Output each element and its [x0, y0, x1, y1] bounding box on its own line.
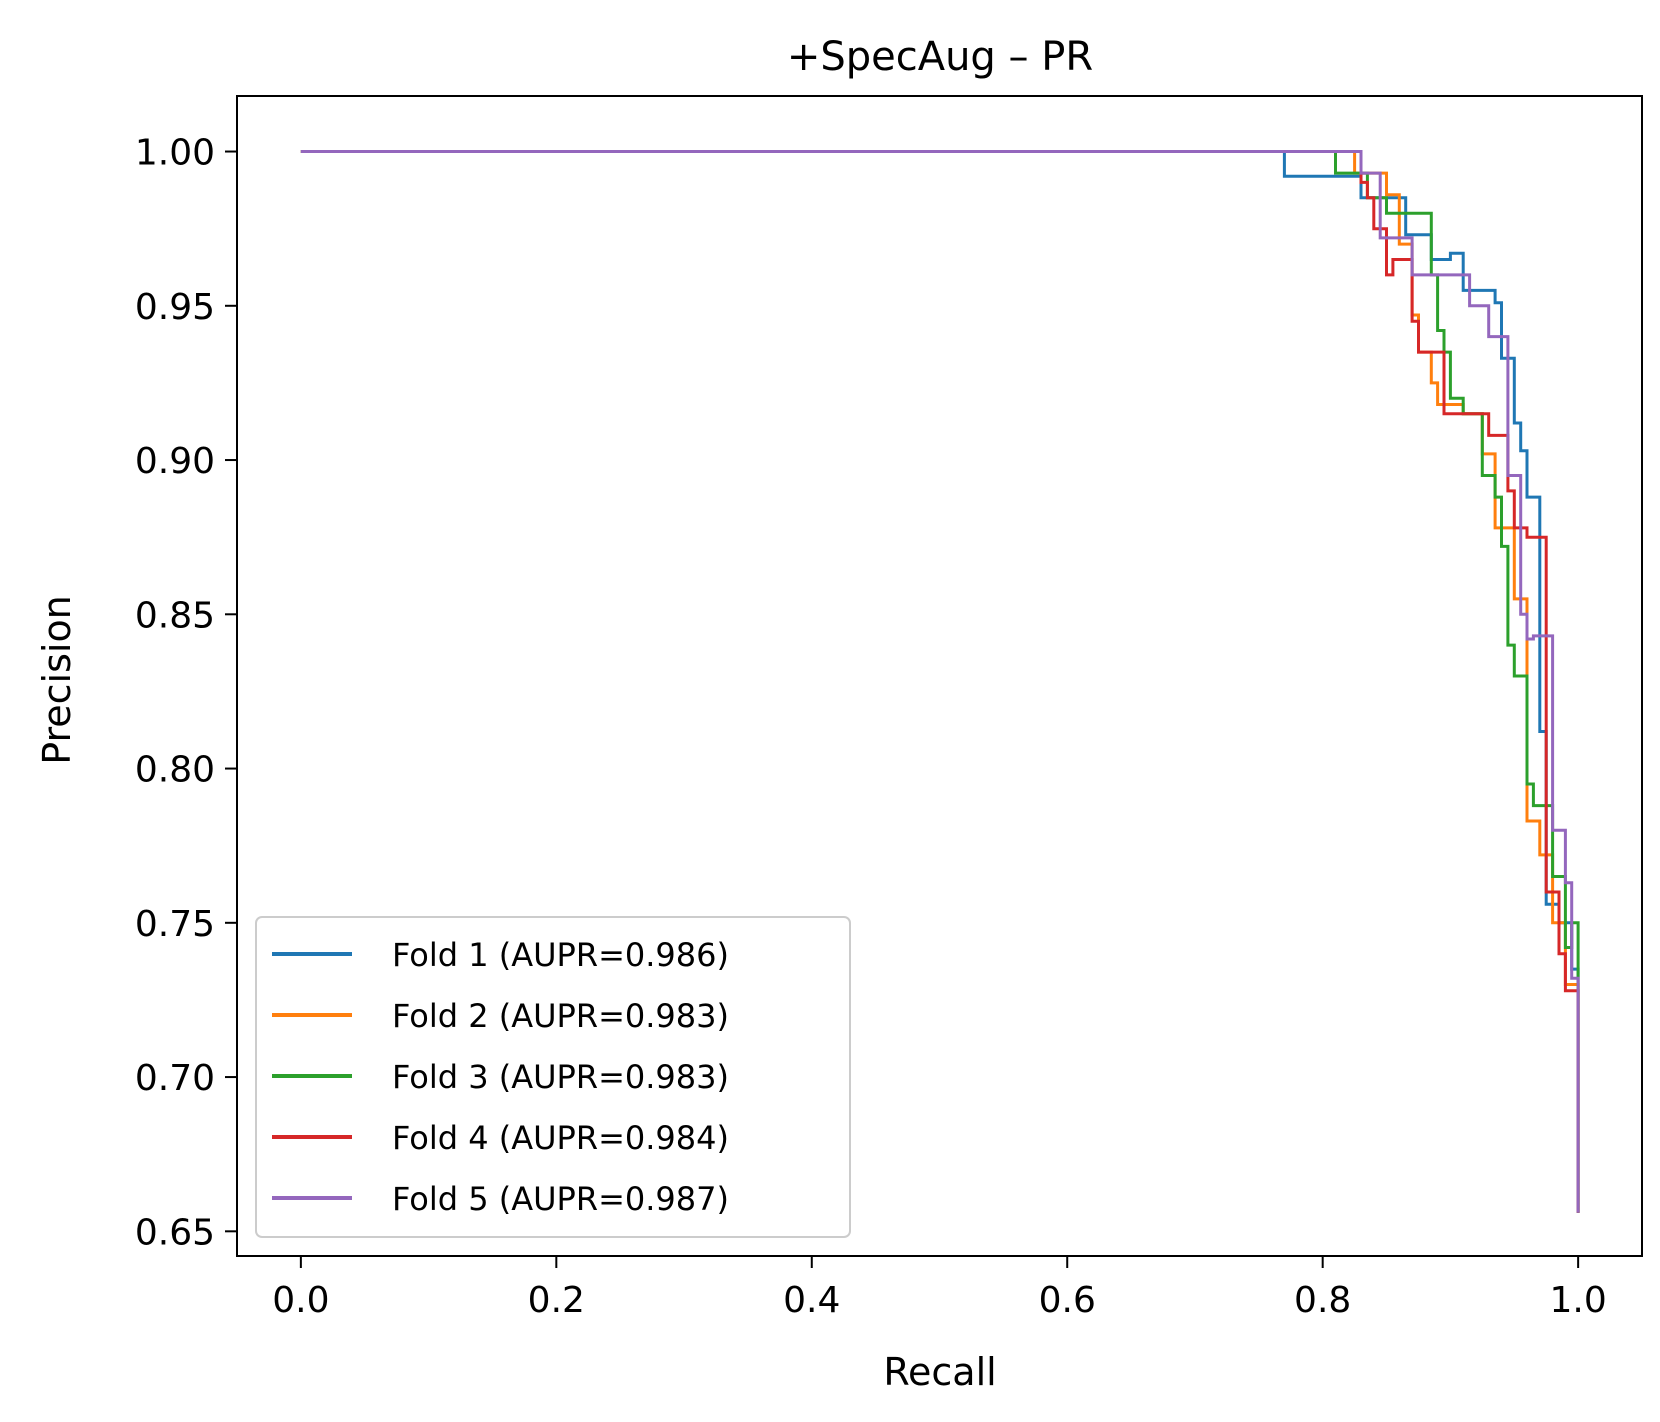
y-tick-label: 0.65	[135, 1212, 215, 1253]
legend-label-fold-3: Fold 3 (AUPR=0.983)	[392, 1058, 729, 1096]
series-line-fold-4	[300, 150, 1580, 1213]
legend-label-fold-2: Fold 2 (AUPR=0.983)	[392, 997, 729, 1035]
legend-frame	[255, 916, 851, 1238]
series-line-fold-3	[300, 150, 1580, 1213]
x-tick-label: 0.2	[528, 1280, 585, 1321]
y-tick-label: 0.70	[135, 1058, 215, 1099]
x-tick-label: 1.0	[1550, 1280, 1607, 1321]
y-tick-label: 0.95	[135, 287, 215, 328]
series-line-fold-5	[300, 150, 1580, 1213]
legend-label-fold-1: Fold 1 (AUPR=0.986)	[392, 936, 729, 974]
x-axis-label: Recall	[883, 1350, 996, 1394]
y-tick-label: 1.00	[135, 133, 215, 174]
y-axis-label: Precision	[35, 595, 79, 765]
x-tick-label: 0.6	[1039, 1280, 1096, 1321]
chart-title: +SpecAug – PR	[787, 34, 1093, 80]
x-axis-ticks: 0.0 0.2 0.4 0.6 0.8 1.0	[272, 1256, 1607, 1321]
y-tick-label: 0.80	[135, 750, 215, 791]
legend-label-fold-4: Fold 4 (AUPR=0.984)	[392, 1119, 729, 1157]
x-tick-label: 0.0	[272, 1280, 329, 1321]
series-line-fold-1	[300, 150, 1580, 1213]
x-tick-label: 0.8	[1294, 1280, 1351, 1321]
curves-layer	[300, 150, 1580, 1213]
x-tick-label: 0.4	[783, 1280, 840, 1321]
legend: Fold 1 (AUPR=0.986) Fold 2 (AUPR=0.983) Fo…	[255, 916, 851, 1238]
y-tick-label: 0.85	[135, 595, 215, 636]
y-tick-label: 0.90	[135, 441, 215, 482]
legend-label-fold-5: Fold 5 (AUPR=0.987)	[392, 1180, 729, 1218]
plot-frame	[236, 95, 1643, 1257]
y-tick-label: 0.75	[135, 904, 215, 945]
y-axis-ticks: 0.65 0.70 0.75 0.80 0.85 0.90 0.95 1.00	[135, 133, 237, 1253]
